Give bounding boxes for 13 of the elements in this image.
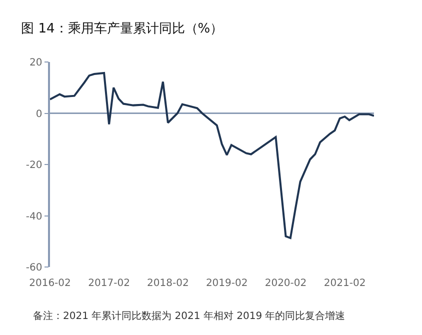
y-tick-label: -20 [26,160,42,171]
x-tick-label: 2016-02 [29,278,71,289]
x-tick-label: 2018-02 [147,278,189,289]
y-tick-label: 0 [36,108,42,120]
x-tick-label: 2020-02 [264,278,307,289]
x-tick-label: 2019-02 [206,278,248,289]
y-tick-label: -40 [26,211,42,222]
x-tick-label: 2021-02 [324,278,366,289]
text: 备注：2021 年累计同比数据为 2021 年相对 2019 年的同比复合增速 [33,310,346,322]
y-tick-label: 20 [30,58,42,68]
y-tick-label: -60 [26,262,42,274]
chart-title: 图 14：乘用车产量累计同比（%） [21,22,224,37]
x-tick-label: 2017-02 [88,278,130,289]
